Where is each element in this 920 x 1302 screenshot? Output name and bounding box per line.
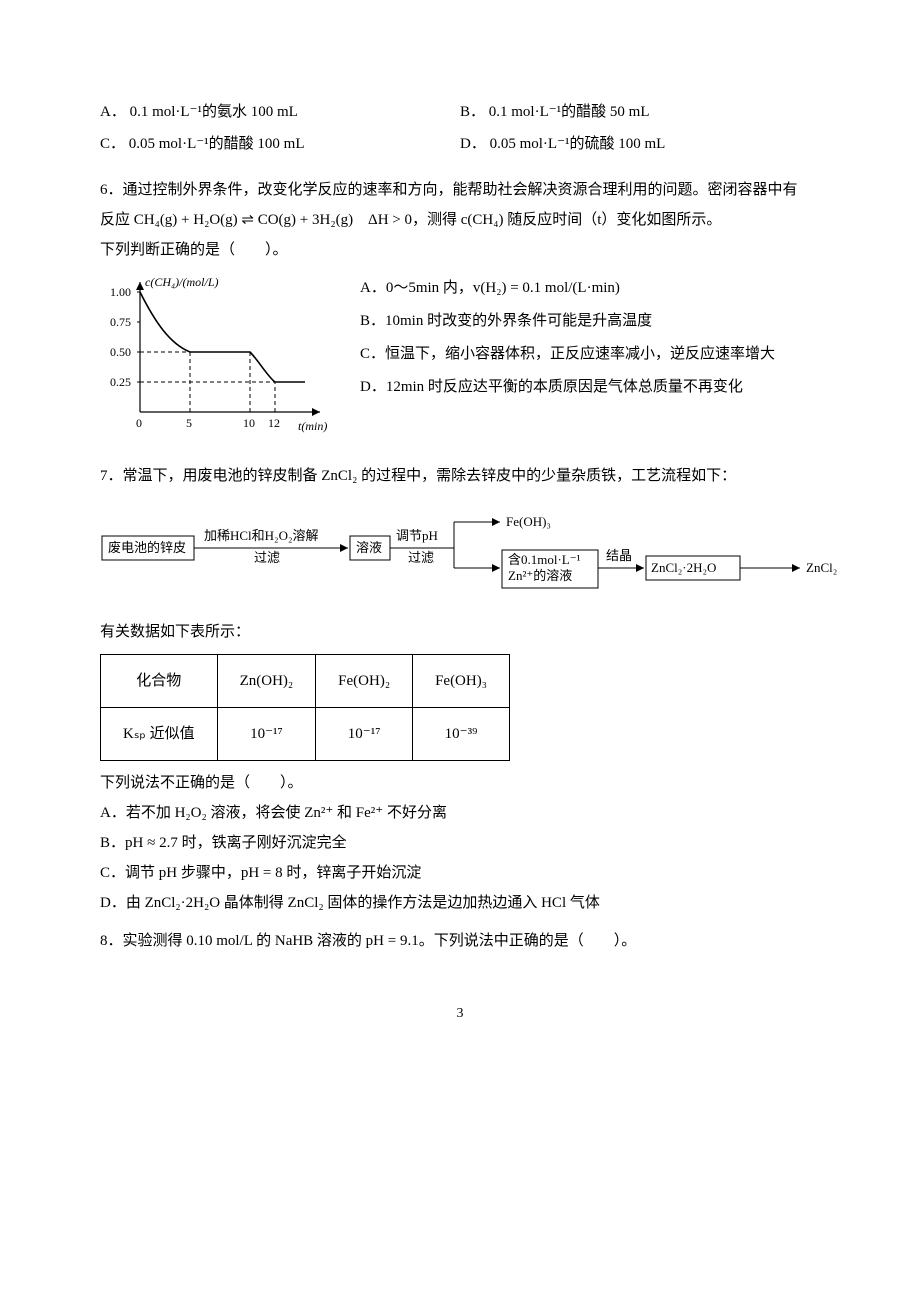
q8-stem: 8．实验测得 0.10 mol/L 的 NaHB 溶液的 pH = 9.1。下列… [100,929,820,953]
flow-n2: 溶液 [356,540,382,555]
page-number: 3 [100,1003,820,1025]
q5-opt-a: A． 0.1 mol·L⁻¹的氨水 100 mL [100,96,460,128]
flow-n3b: Zn²⁺的溶液 [508,568,572,583]
q5-opt-c: C． 0.05 mol·L⁻¹的醋酸 100 mL [100,128,460,160]
q6-chart: 0.25 0.50 0.75 1.00 0 5 10 12 c(CH₄)/(mo… [100,272,340,442]
ytick-050: 0.50 [110,345,131,359]
q6-stem1: 6．通过控制外界条件，改变化学反应的速率和方向，能帮助社会解决资源合理利用的问题… [100,178,820,202]
cell-fe2: 10⁻¹⁷ [316,708,413,761]
xtick-12: 12 [268,416,280,430]
ytick-025: 0.25 [110,375,131,389]
table-row: 化合物 Zn(OH)₂ Fe(OH)₂ Fe(OH)₃ [101,655,510,708]
th-fe3: Fe(OH)₃ [413,655,510,708]
q6-opt-c: C．恒温下，缩小容器体积，正反应速率减小，逆反应速率增大 [360,338,820,371]
row-label: Kₛₚ 近似值 [101,708,218,761]
xlabel: t(min) [298,419,327,433]
q5-options: A． 0.1 mol·L⁻¹的氨水 100 mL B． 0.1 mol·L⁻¹的… [100,96,820,160]
q6: 6．通过控制外界条件，改变化学反应的速率和方向，能帮助社会解决资源合理利用的问题… [100,178,820,450]
q7: 7．常温下，用废电池的锌皮制备 ZnCl₂ 的过程中，需除去锌皮中的少量杂质铁，… [100,464,820,915]
flow-n5: ZnCl₂ [806,560,837,575]
q7-opt-c: C．调节 pH 步骤中，pH = 8 时，锌离子开始沉淀 [100,861,820,885]
xtick-0: 0 [136,416,142,430]
flow-e3: 结晶 [606,548,632,563]
xtick-5: 5 [186,416,192,430]
q6-stem3: 下列判断正确的是（ ）。 [100,238,820,262]
th-compound: 化合物 [101,655,218,708]
flow-out1: Fe(OH)₃ [506,514,551,529]
th-zn: Zn(OH)₂ [217,655,316,708]
flow-n3a: 含0.1mol·L⁻¹ [508,552,581,567]
flow-e2b: 过滤 [408,550,434,565]
ylabel: c(CH₄)/(mol/L) [145,275,219,289]
q6-options: A．0～5min 内，v(H₂) = 0.1 mol/(L·min) B．10m… [360,272,820,404]
flow-e1a: 加稀HCl和H₂O₂溶解 [204,528,319,543]
q6-chart-wrap: 0.25 0.50 0.75 1.00 0 5 10 12 c(CH₄)/(mo… [100,272,340,450]
q7-flow-wrap: 废电池的锌皮 加稀HCl和H₂O₂溶解 过滤 溶液 调节pH 过滤 Fe(OH)… [100,500,820,608]
q7-opt-b: B．pH ≈ 2.7 时，铁离子刚好沉淀完全 [100,831,820,855]
flow-n4: ZnCl₂·2H₂O [651,560,716,575]
q7-post: 下列说法不正确的是（ ）。 [100,771,820,795]
cell-fe3: 10⁻³⁹ [413,708,510,761]
q7-stem: 7．常温下，用废电池的锌皮制备 ZnCl₂ 的过程中，需除去锌皮中的少量杂质铁，… [100,464,820,488]
q5-opt-d: D． 0.05 mol·L⁻¹的硫酸 100 mL [460,128,820,160]
flow-e1b: 过滤 [254,550,280,565]
q5-opt-b: B． 0.1 mol·L⁻¹的醋酸 50 mL [460,96,820,128]
q7-table-caption: 有关数据如下表所示： [100,620,820,644]
ytick-075: 0.75 [110,315,131,329]
flow-e2a: 调节pH [396,528,438,543]
flow-n1: 废电池的锌皮 [108,540,186,555]
cell-zn: 10⁻¹⁷ [217,708,316,761]
q8: 8．实验测得 0.10 mol/L 的 NaHB 溶液的 pH = 9.1。下列… [100,929,820,953]
q7-opt-d: D．由 ZnCl₂·2H₂O 晶体制得 ZnCl₂ 固体的操作方法是边加热边通入… [100,891,820,915]
th-fe2: Fe(OH)₂ [316,655,413,708]
ytick-100: 1.00 [110,285,131,299]
q6-opt-a: A．0～5min 内，v(H₂) = 0.1 mol/(L·min) [360,272,820,305]
xtick-10: 10 [243,416,255,430]
q7-opt-a: A．若不加 H₂O₂ 溶液，将会使 Zn²⁺ 和 Fe²⁺ 不好分离 [100,801,820,825]
q7-table: 化合物 Zn(OH)₂ Fe(OH)₂ Fe(OH)₃ Kₛₚ 近似值 10⁻¹… [100,654,510,761]
page: A． 0.1 mol·L⁻¹的氨水 100 mL B． 0.1 mol·L⁻¹的… [50,0,870,1065]
q6-opt-d: D．12min 时反应达平衡的本质原因是气体总质量不再变化 [360,371,820,404]
q6-stem2: 反应 CH₄(g) + H₂O(g) ⇌ CO(g) + 3H₂(g) ΔH >… [100,208,820,232]
table-row: Kₛₚ 近似值 10⁻¹⁷ 10⁻¹⁷ 10⁻³⁹ [101,708,510,761]
q6-row: 0.25 0.50 0.75 1.00 0 5 10 12 c(CH₄)/(mo… [100,272,820,450]
q6-opt-b: B．10min 时改变的外界条件可能是升高温度 [360,305,820,338]
q7-flow: 废电池的锌皮 加稀HCl和H₂O₂溶解 过滤 溶液 调节pH 过滤 Fe(OH)… [100,500,900,600]
